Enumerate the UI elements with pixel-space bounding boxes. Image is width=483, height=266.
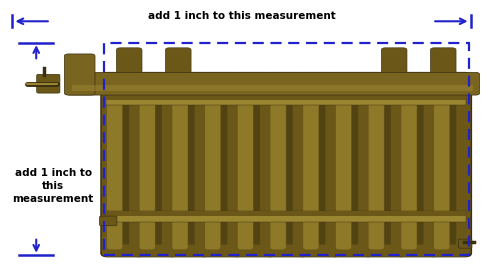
FancyBboxPatch shape	[66, 72, 480, 95]
FancyBboxPatch shape	[395, 72, 440, 257]
FancyBboxPatch shape	[417, 85, 424, 244]
Text: add 1 inch to
this
measurement: add 1 inch to this measurement	[13, 168, 94, 204]
FancyBboxPatch shape	[401, 80, 417, 250]
FancyBboxPatch shape	[352, 85, 358, 244]
FancyBboxPatch shape	[167, 72, 209, 257]
FancyBboxPatch shape	[156, 85, 162, 244]
Text: add 1 inch to this measurement: add 1 inch to this measurement	[148, 11, 335, 21]
FancyBboxPatch shape	[37, 74, 60, 93]
Bar	[106, 72, 466, 253]
FancyBboxPatch shape	[286, 85, 293, 244]
FancyBboxPatch shape	[238, 80, 253, 250]
FancyBboxPatch shape	[232, 72, 274, 257]
FancyBboxPatch shape	[331, 72, 372, 257]
FancyBboxPatch shape	[99, 216, 117, 226]
FancyBboxPatch shape	[221, 85, 227, 244]
FancyBboxPatch shape	[427, 72, 472, 257]
FancyBboxPatch shape	[265, 72, 307, 257]
FancyBboxPatch shape	[172, 80, 187, 250]
FancyBboxPatch shape	[458, 239, 472, 248]
FancyBboxPatch shape	[298, 72, 340, 257]
FancyBboxPatch shape	[362, 72, 407, 257]
FancyBboxPatch shape	[188, 85, 195, 244]
FancyBboxPatch shape	[200, 72, 242, 257]
FancyBboxPatch shape	[123, 85, 129, 244]
FancyBboxPatch shape	[140, 80, 155, 250]
FancyBboxPatch shape	[254, 85, 260, 244]
FancyBboxPatch shape	[297, 72, 341, 257]
FancyBboxPatch shape	[165, 48, 191, 77]
FancyBboxPatch shape	[430, 48, 456, 77]
Bar	[106, 94, 466, 105]
FancyBboxPatch shape	[116, 48, 142, 77]
Bar	[106, 211, 466, 222]
FancyBboxPatch shape	[434, 80, 449, 250]
FancyBboxPatch shape	[270, 80, 286, 250]
FancyBboxPatch shape	[369, 80, 384, 250]
FancyBboxPatch shape	[450, 85, 456, 244]
FancyBboxPatch shape	[205, 80, 220, 250]
Bar	[104, 43, 469, 255]
FancyBboxPatch shape	[429, 72, 470, 257]
FancyBboxPatch shape	[329, 72, 374, 257]
FancyBboxPatch shape	[134, 72, 176, 257]
FancyBboxPatch shape	[133, 72, 178, 257]
FancyBboxPatch shape	[264, 72, 309, 257]
Bar	[106, 211, 466, 216]
FancyBboxPatch shape	[363, 72, 405, 257]
FancyBboxPatch shape	[303, 80, 318, 250]
FancyBboxPatch shape	[64, 54, 95, 95]
FancyBboxPatch shape	[381, 48, 407, 77]
FancyBboxPatch shape	[319, 85, 326, 244]
Bar	[72, 85, 473, 91]
FancyBboxPatch shape	[384, 85, 391, 244]
FancyBboxPatch shape	[100, 72, 145, 257]
FancyBboxPatch shape	[336, 80, 351, 250]
FancyBboxPatch shape	[199, 72, 243, 257]
FancyBboxPatch shape	[166, 72, 211, 257]
FancyBboxPatch shape	[396, 72, 438, 257]
FancyBboxPatch shape	[231, 72, 276, 257]
FancyBboxPatch shape	[102, 72, 143, 257]
Bar	[106, 94, 466, 99]
FancyBboxPatch shape	[107, 80, 122, 250]
